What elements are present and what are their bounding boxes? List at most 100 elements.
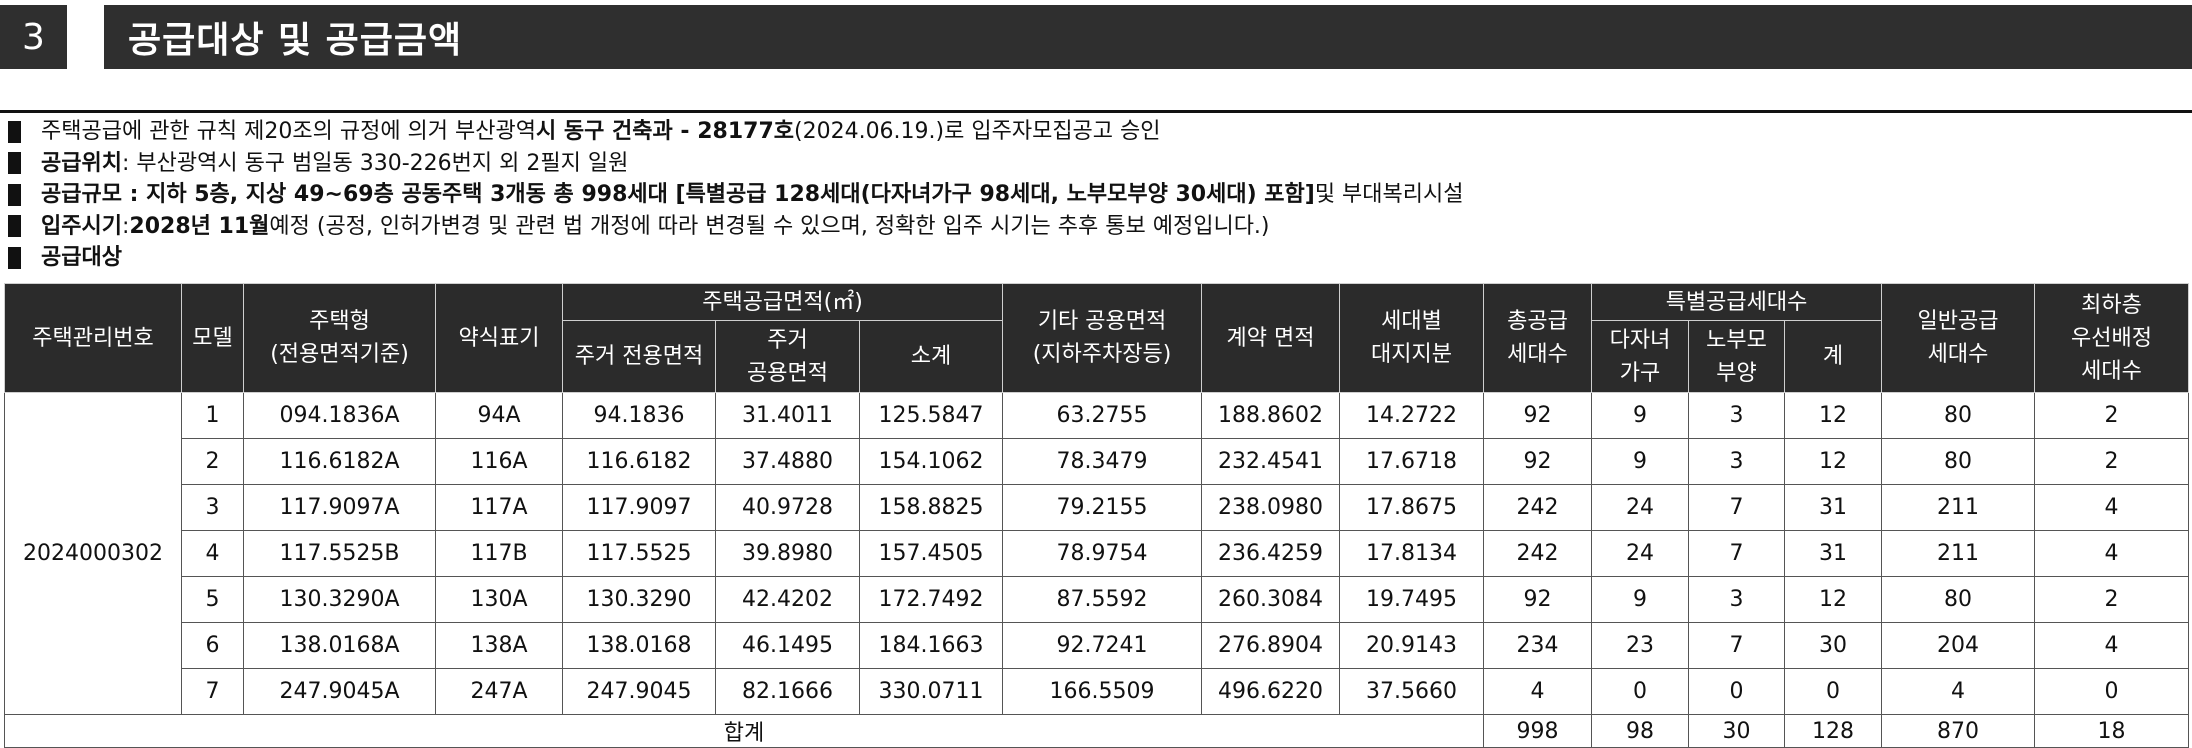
table-row: 5 130.3290A 130A 130.3290 42.4202 172.7492 87.… [5, 576, 2190, 623]
header-elderly-parent: 노부모 부양 [1688, 320, 1786, 393]
cell-common: 37.4880 [715, 438, 860, 485]
table-row: 2024000302 1 094.1836A 94A 94.1836 31.4011 125… [4, 392, 2190, 715]
cell-land: 19.7495 [1339, 576, 1485, 623]
truncated-footnote [0, 734, 2192, 740]
bullet-move-in: 입주시기 : 2028년 11월 예정 (공정, 인허가변경 및 관련 법 개정… [8, 211, 2188, 243]
cell-type: 117.5525B [243, 530, 436, 577]
cell-common: 40.9728 [715, 484, 860, 531]
cell-common: 31.4011 [715, 392, 860, 439]
cell-sum: 12 [1784, 392, 1883, 439]
total-total: 998 [1483, 714, 1593, 748]
cell-other: 63.2755 [1002, 392, 1203, 439]
cell-subtotal: 184.1663 [858, 622, 1004, 669]
cell-subtotal: 330.0711 [858, 668, 1004, 715]
header-other-common: 기타 공용면적 (지하주차장등) [1002, 283, 1203, 393]
cell-excl: 94.1836 [562, 392, 716, 439]
cell-sum: 12 [1784, 576, 1883, 623]
cell-model: 2 [181, 438, 244, 485]
bullet-location: 공급위치 : 부산광역시 동구 범일동 330-226번지 외 2필지 일원 [8, 148, 2188, 180]
total-multi: 98 [1591, 714, 1690, 748]
cell-other: 79.2155 [1002, 484, 1203, 531]
header-type: 주택형 (전용면적기준) [243, 283, 436, 393]
cell-excl: 117.9097 [562, 484, 716, 531]
cell-general: 80 [1881, 576, 2036, 623]
cell-model: 6 [181, 622, 244, 669]
cell-parent: 3 [1688, 576, 1786, 623]
cell-land: 37.5660 [1339, 668, 1485, 715]
cell-type: 117.9097A [243, 484, 436, 531]
cell-parent: 3 [1688, 438, 1786, 485]
bullet-scale: 공급규모 : 지하 5층, 지상 49~69층 공동주택 3개동 총 998세대… [8, 179, 2188, 211]
cell-total: 92 [1483, 576, 1593, 623]
cell-excl: 138.0168 [562, 622, 716, 669]
cell-lowest: 2 [2034, 392, 2190, 439]
cell-lowest: 2 [2034, 576, 2190, 623]
header-total-supply: 총공급 세대수 [1483, 283, 1593, 393]
table-row: 2 116.6182A 116A 116.6182 37.4880 154.1062 78.… [5, 438, 2190, 485]
table-row: 7 247.9045A 247A 247.9045 82.1666 330.0711 166… [5, 668, 2190, 715]
cell-general: 80 [1881, 392, 2036, 439]
cell-excl: 116.6182 [562, 438, 716, 485]
cell-lowest: 4 [2034, 530, 2190, 577]
cell-model: 5 [181, 576, 244, 623]
cell-other: 78.9754 [1002, 530, 1203, 577]
cell-land: 20.9143 [1339, 622, 1485, 669]
cell-total: 242 [1483, 530, 1593, 577]
header-contract: 계약 면적 [1201, 283, 1341, 393]
cell-short: 117A [435, 484, 563, 531]
cell-parent: 0 [1688, 668, 1786, 715]
header-lowest-floor: 최하층 우선배정 세대수 [2034, 283, 2190, 393]
header-common-area: 주거 공용면적 [715, 320, 860, 393]
header-subtotal: 소계 [858, 320, 1004, 393]
cell-sum: 31 [1784, 484, 1883, 531]
cell-other: 78.3479 [1002, 438, 1203, 485]
square-bullet-icon [8, 152, 21, 175]
cell-contract: 232.4541 [1201, 438, 1341, 485]
cell-short: 117B [435, 530, 563, 577]
cell-parent: 7 [1688, 484, 1786, 531]
cell-other: 87.5592 [1002, 576, 1203, 623]
square-bullet-icon [8, 246, 21, 269]
cell-contract: 260.3084 [1201, 576, 1341, 623]
cell-subtotal: 158.8825 [858, 484, 1004, 531]
cell-sum: 12 [1784, 438, 1883, 485]
section-title: 공급대상 및 공급금액 [104, 5, 2192, 69]
divider-line [0, 110, 2192, 113]
cell-total: 92 [1483, 392, 1593, 439]
header-land-share: 세대별 대지지분 [1339, 283, 1485, 393]
cell-general: 4 [1881, 668, 2036, 715]
cell-lowest: 0 [2034, 668, 2190, 715]
table-body: 2024000302 1 094.1836A 94A 94.1836 31.4011 125… [3, 392, 2190, 748]
total-parent: 30 [1688, 714, 1786, 748]
cell-short: 130A [435, 576, 563, 623]
header-exclusive-area: 주거 전용면적 [562, 320, 716, 393]
cell-lowest: 2 [2034, 438, 2190, 485]
housing-number-cell: 2024000302 [4, 392, 182, 715]
cell-lowest: 4 [2034, 622, 2190, 669]
total-general: 870 [1881, 714, 2036, 748]
header-general-supply: 일반공급 세대수 [1881, 283, 2036, 393]
cell-subtotal: 172.7492 [858, 576, 1004, 623]
cell-land: 14.2722 [1339, 392, 1485, 439]
cell-multi: 24 [1591, 530, 1690, 577]
cell-sum: 0 [1784, 668, 1883, 715]
cell-total: 4 [1483, 668, 1593, 715]
header-special-sum: 계 [1784, 320, 1883, 393]
cell-model: 3 [181, 484, 244, 531]
cell-model: 7 [181, 668, 244, 715]
totals-label: 합계 [3, 714, 1485, 748]
cell-land: 17.8675 [1339, 484, 1485, 531]
cell-short: 247A [435, 668, 563, 715]
info-bullets: 주택공급에 관한 규칙 제20조의 규정에 의거 부산광역 시 동구 건축과 - … [8, 116, 2188, 274]
cell-common: 42.4202 [715, 576, 860, 623]
cell-excl: 130.3290 [562, 576, 716, 623]
cell-total: 242 [1483, 484, 1593, 531]
cell-sum: 30 [1784, 622, 1883, 669]
cell-general: 204 [1881, 622, 2036, 669]
cell-contract: 236.4259 [1201, 530, 1341, 577]
cell-parent: 7 [1688, 530, 1786, 577]
cell-model: 1 [181, 392, 244, 439]
cell-contract: 238.0980 [1201, 484, 1341, 531]
cell-model: 4 [181, 530, 244, 577]
cell-lowest: 4 [2034, 484, 2190, 531]
